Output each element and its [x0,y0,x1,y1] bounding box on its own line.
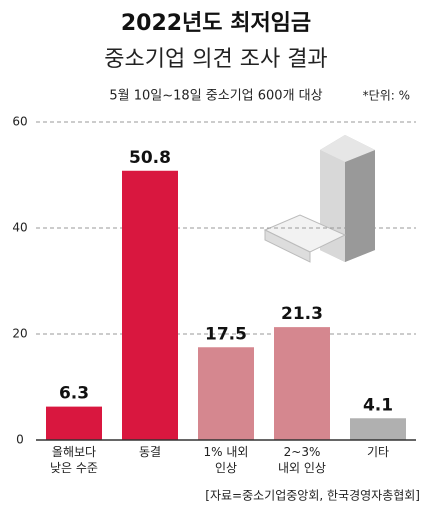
x-tick-label: 기타 [366,445,390,459]
value-label: 17.5 [205,324,247,344]
y-tick-label: 40 [12,221,27,235]
y-tick-label: 20 [12,327,27,341]
bar [274,327,330,440]
y-tick-label: 60 [12,115,27,129]
chart-title: 2022년도 최저임금 [121,11,311,36]
value-label: 21.3 [281,304,323,324]
source: [자료=중소기업중앙회, 한국경영자총협회] [205,489,420,503]
value-label: 4.1 [363,395,393,415]
y-tick-label: 0 [16,433,24,447]
bar [350,418,406,440]
value-label: 50.8 [129,148,171,168]
value-label: 6.3 [59,384,89,404]
unit-label: *단위: % [363,89,410,103]
bar [46,406,102,440]
bar [122,170,178,440]
x-tick-label: 2~3% 내외 인상 [278,445,326,475]
x-tick-label: 1% 내외 인상 [203,445,249,475]
chart-subtitle: 중소기업 의견 조사 결과 [104,47,327,72]
x-tick-label: 올해보다 낮은 수준 [50,445,98,475]
building-illustration [263,135,375,263]
bar [198,347,254,440]
chart-note: 5월 10일~18일 중소기업 600개 대상 [109,89,322,104]
x-tick-label: 동결 [138,445,162,459]
